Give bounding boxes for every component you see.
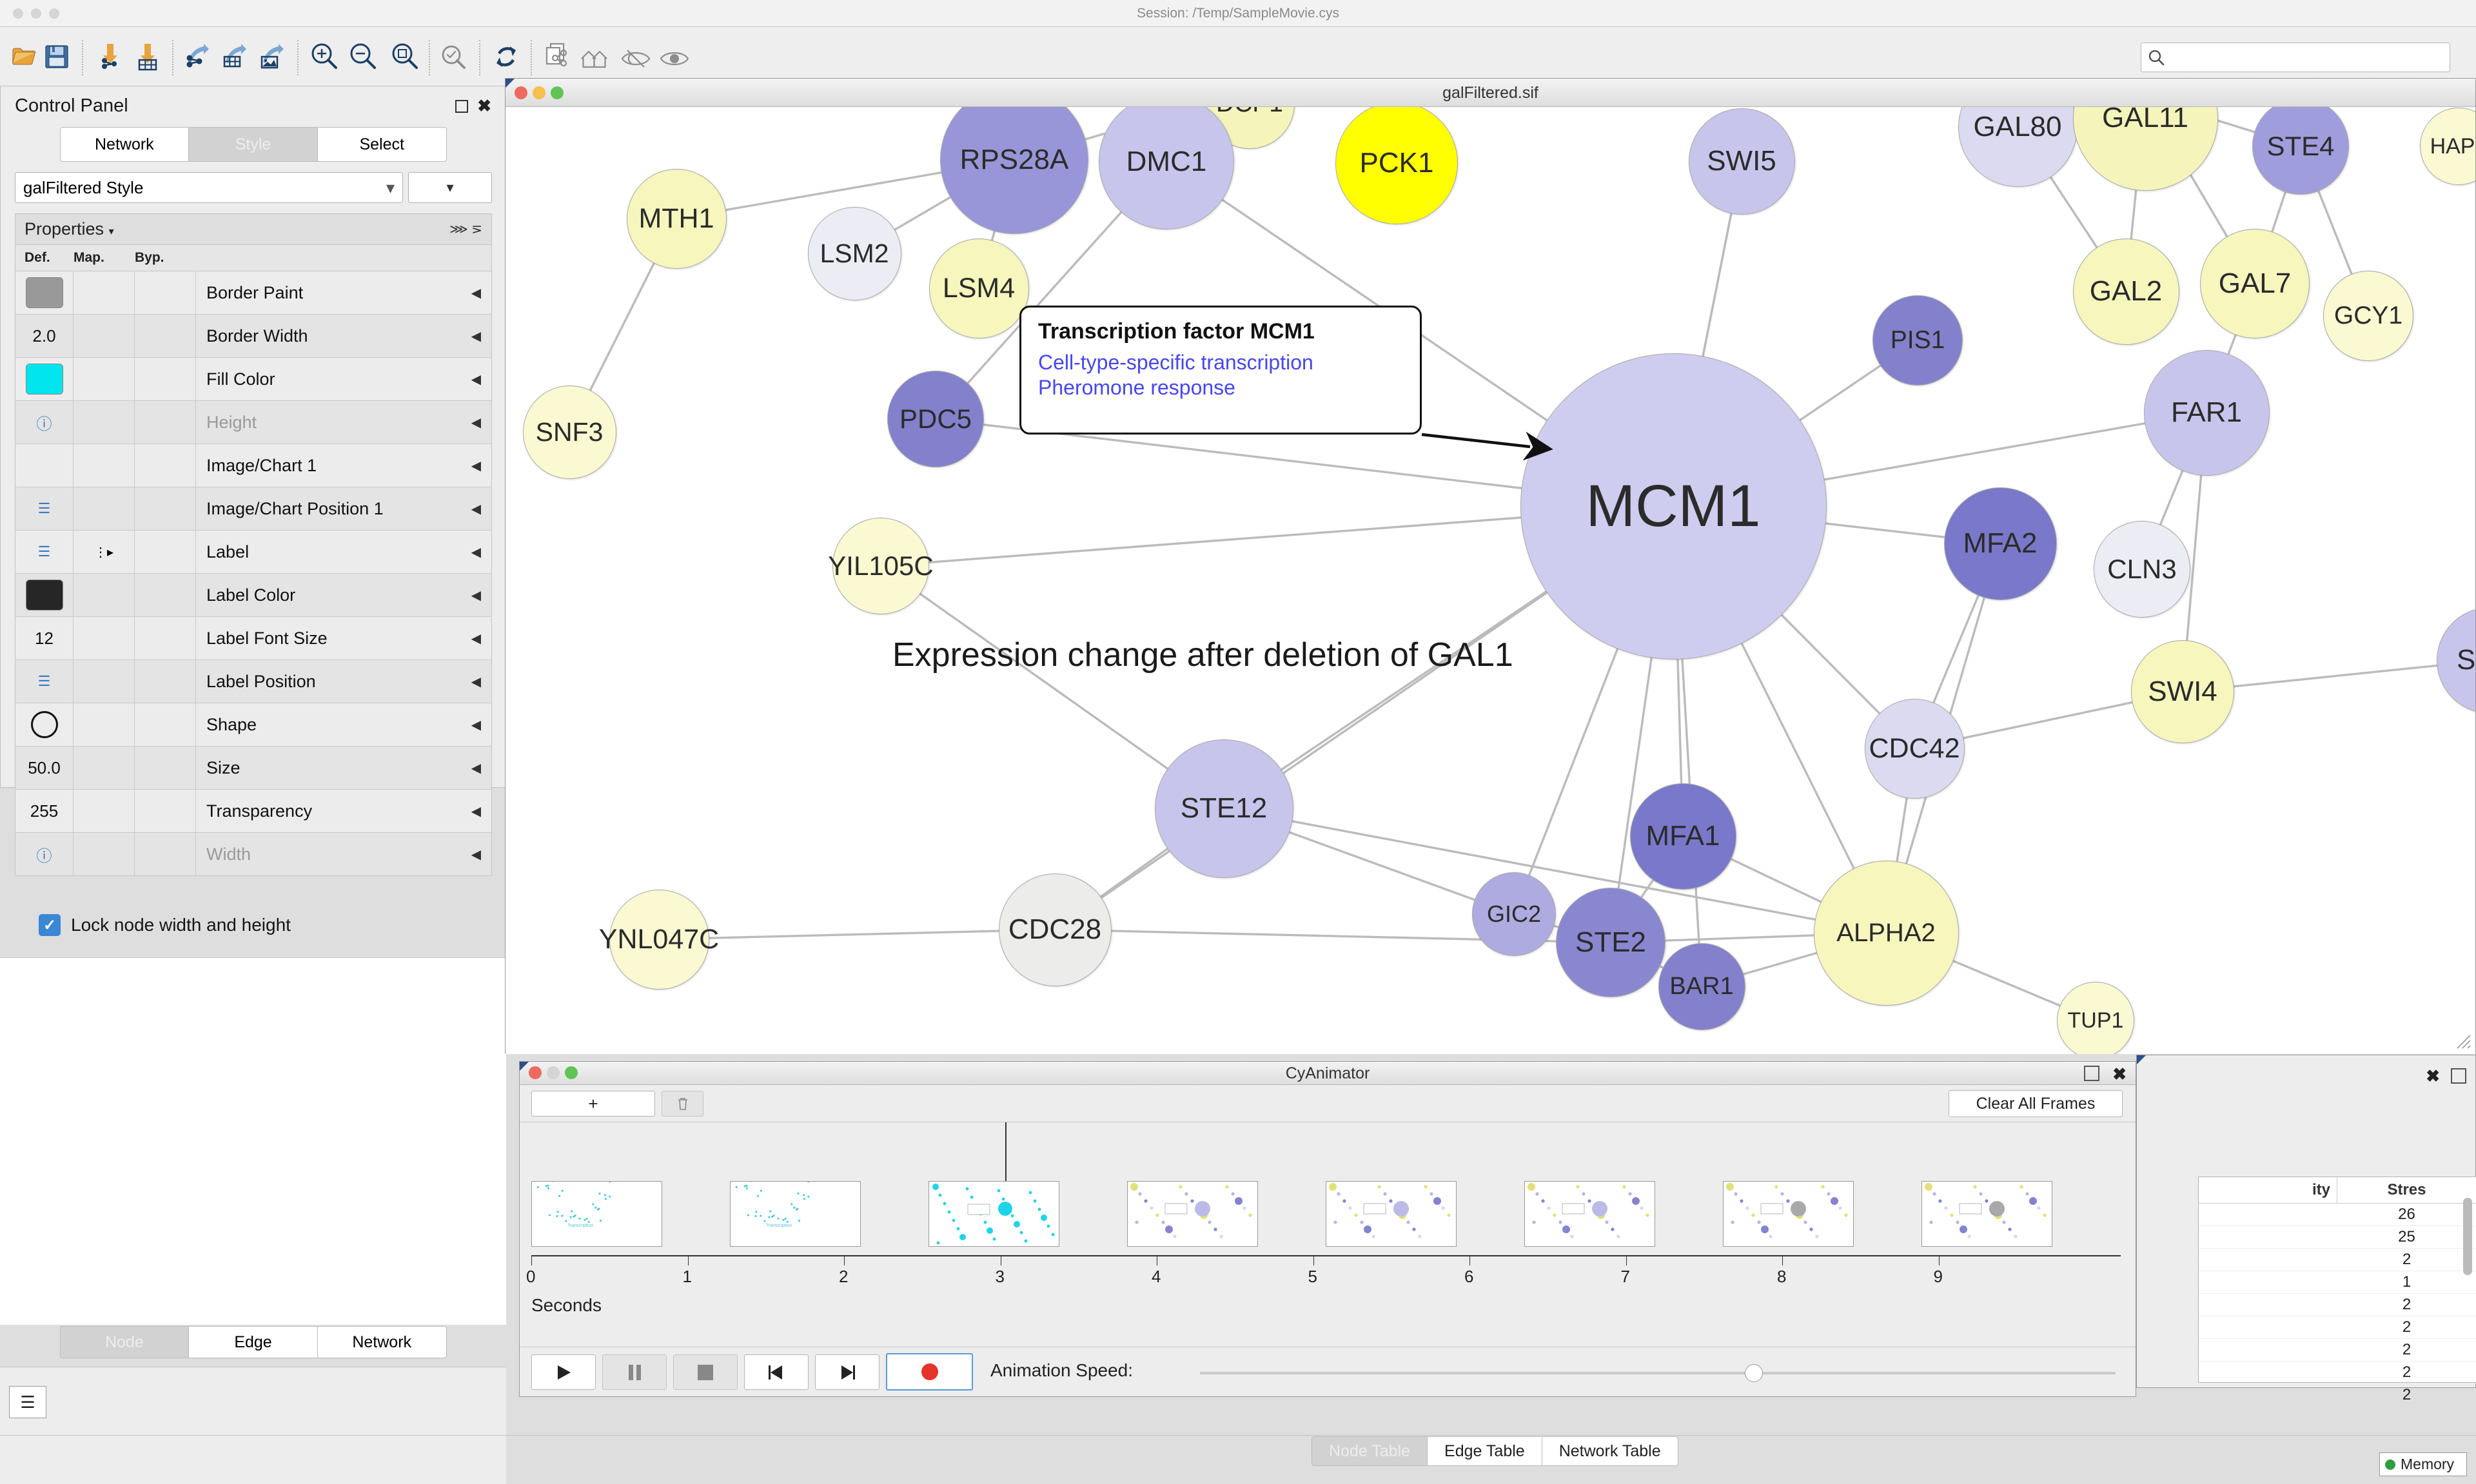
svg-text:Transcription: Transcription: [766, 1224, 792, 1228]
svg-text:Transcription: Transcription: [567, 1224, 593, 1228]
